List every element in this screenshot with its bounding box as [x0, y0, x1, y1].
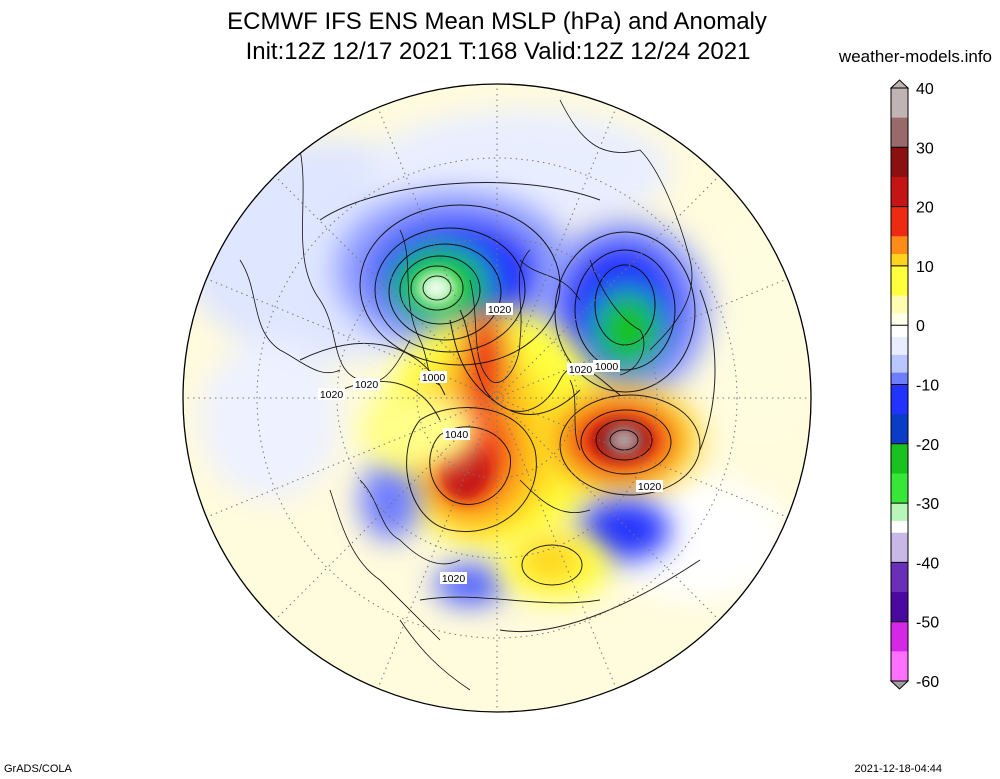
colorbar-segment	[891, 88, 908, 119]
colorbar-segment	[891, 473, 908, 504]
svg-text:1020: 1020	[638, 481, 662, 493]
svg-text:1020: 1020	[442, 573, 466, 585]
colorbar-tick-label: -60	[916, 674, 939, 691]
colorbar-segment	[891, 313, 908, 326]
software-credit: GrADS/COLA	[4, 763, 72, 775]
colorbar-segment	[891, 532, 908, 563]
source-credit: weather-models.info	[838, 47, 992, 66]
isobar-label: 1020	[486, 303, 513, 316]
svg-text:1000: 1000	[422, 372, 446, 384]
colorbar-tick-label: -30	[916, 496, 939, 513]
colorbar-tick-label: 20	[916, 200, 934, 217]
colorbar-segment	[891, 414, 908, 445]
colorbar-segment	[891, 325, 908, 338]
isobar-label: 1000	[420, 371, 447, 384]
svg-text:1020: 1020	[569, 364, 593, 376]
colorbar-segment	[891, 384, 908, 415]
map-title: ECMWF IFS ENS Mean MSLP (hPa) and Anomal…	[227, 8, 767, 35]
svg-text:1040: 1040	[445, 429, 469, 441]
isobar-label: 1020	[567, 363, 594, 376]
isobar-label: 1000	[593, 360, 620, 373]
colorbar-segment	[891, 254, 908, 267]
generated-timestamp: 2021-12-18-04:44	[854, 763, 942, 775]
map-subtitle: Init:12Z 12/17 2021 T:168 Valid:12Z 12/2…	[245, 38, 751, 65]
colorbar-tick-label: 0	[916, 318, 925, 335]
colorbar-segment	[891, 372, 908, 385]
colorbar-segment	[891, 651, 908, 682]
colorbar-tick-label: 40	[916, 81, 934, 98]
colorbar-segment	[891, 503, 908, 522]
graticule	[183, 84, 811, 712]
colorbar-tick-label: -10	[916, 378, 939, 395]
isobar-label: 1020	[353, 378, 380, 391]
colorbar-segment	[891, 443, 908, 474]
colorbar-segment	[891, 265, 908, 297]
colorbar-segment	[891, 520, 908, 534]
colorbar-tick-label: 10	[916, 259, 934, 276]
colorbar-tick-label: 30	[916, 140, 934, 157]
colorbar-segment	[891, 117, 908, 148]
colorbar-min-arrow	[889, 680, 910, 690]
isobar-label: 1020	[440, 572, 467, 585]
colorbar-segment	[891, 337, 908, 356]
isobar-label: 1020	[636, 480, 663, 493]
colorbar-segment	[891, 206, 908, 237]
svg-text:1020: 1020	[355, 379, 379, 391]
colorbar-segment	[891, 562, 908, 593]
colorbar-segment	[891, 236, 908, 255]
coastlines	[239, 99, 693, 691]
colorbar-segment	[891, 147, 908, 178]
colorbar-segment	[891, 295, 908, 314]
svg-text:1000: 1000	[595, 361, 619, 373]
colorbar-segment	[891, 176, 908, 208]
isobar-label: 1040	[443, 428, 470, 441]
colorbar-segment	[891, 592, 908, 623]
colorbar-tick-label: -20	[916, 437, 939, 454]
isobars	[299, 182, 716, 632]
map-boundary	[182, 83, 812, 713]
colorbar-tick-label: -50	[916, 615, 939, 632]
isobar-label: 1020	[318, 388, 345, 401]
svg-text:1020: 1020	[320, 389, 344, 401]
colorbar-tick-label: -40	[916, 555, 939, 572]
colorbar-max-arrow	[889, 79, 910, 89]
colorbar-segment	[891, 621, 908, 652]
colorbar-segment	[891, 354, 908, 374]
svg-text:1020: 1020	[488, 304, 512, 316]
